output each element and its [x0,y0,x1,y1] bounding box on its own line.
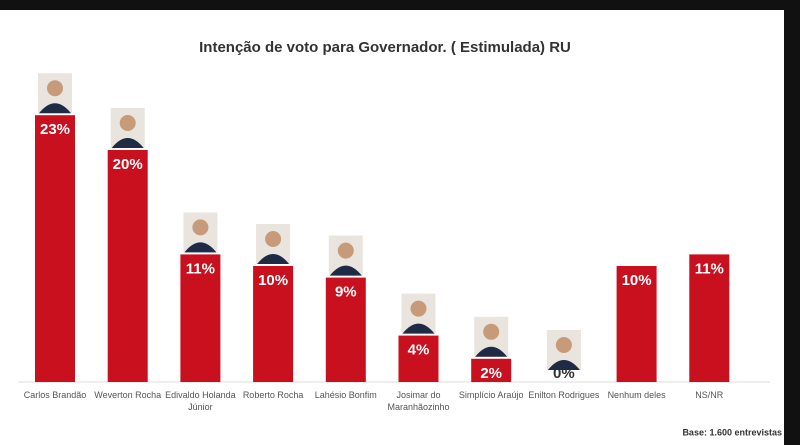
x-tick-label: Roberto Rocha [242,390,304,400]
right-band [784,0,800,445]
bar [689,254,730,382]
photo-body [547,360,580,370]
x-tick-label: NS/NR [695,390,724,400]
photo-body [184,242,217,253]
x-tick-label: Edivaldo Holanda Júnior [165,390,236,412]
photo-head [119,115,136,131]
photo-head [555,337,572,353]
top-band [0,0,800,10]
x-tick-label: Lahésio Bonfim [314,390,377,400]
value-label: 11% [186,260,215,277]
bar [35,115,75,382]
photo-head [265,231,282,247]
chart-title: Intenção de voto para Governador. ( Esti… [199,39,571,56]
photo-body [111,138,144,148]
x-tick-label: Carlos Brandão [23,390,87,400]
photo-body [402,323,435,334]
value-label: 2% [480,365,502,382]
photo-head [192,219,209,236]
photo-head [337,242,354,259]
photo-body [329,265,362,276]
photo-head [47,80,63,97]
value-label: 9% [335,284,357,301]
photo-body [475,346,508,357]
value-label: 4% [408,342,430,359]
photo-head [483,323,500,340]
x-tick-label: Enilton Rodrigues [528,390,600,400]
x-tick-label: Weverton Rocha [94,390,162,400]
bar [107,150,148,382]
bar [253,266,294,382]
value-label: 23% [40,121,70,138]
photo-head [410,300,427,317]
value-label: 10% [258,272,288,289]
bar [471,358,512,382]
bar [180,254,221,382]
x-tick-label: Simplício Araújo [458,390,524,400]
value-label: 11% [695,260,724,277]
photo-body [257,254,290,264]
x-tick-label: Nenhum deles [607,390,666,400]
bar [398,335,439,382]
value-label: 10% [622,272,652,289]
bar [325,277,366,382]
base-note: Base: 1.600 entrevistas [682,427,782,437]
x-tick-label: Josimar do Maranhãozinho [387,390,450,412]
value-label: 20% [113,156,143,173]
bar [616,266,657,382]
photo-body [39,103,71,114]
